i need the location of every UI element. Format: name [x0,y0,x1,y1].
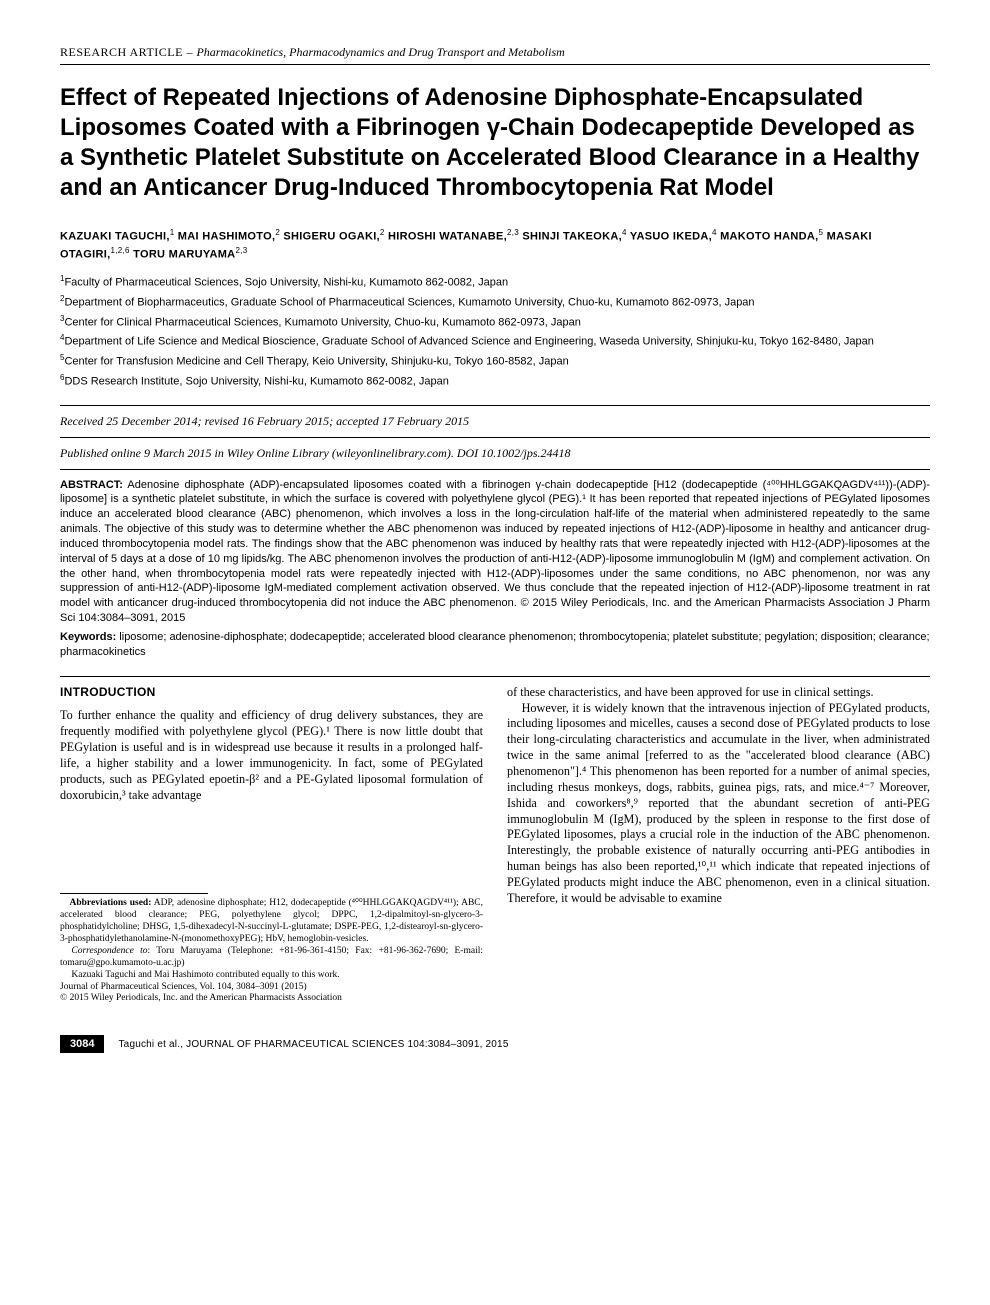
abbreviations: Abbreviations used: ADP, adenosine dipho… [60,898,483,946]
introduction-heading: INTRODUCTION [60,685,483,701]
keywords-label: Keywords: [60,631,116,643]
divider-3 [60,469,930,470]
footnotes-block: Abbreviations used: ADP, adenosine dipho… [60,893,483,1005]
article-header: RESEARCH ARTICLE – Pharmacokinetics, Pha… [60,45,930,60]
abstract-label: ABSTRACT: [60,479,123,491]
intro-paragraph-1: To further enhance the quality and effic… [60,708,483,803]
divider-4 [60,676,930,677]
affiliation-5: 5Center for Transfusion Medicine and Cel… [60,352,930,371]
footer-citation: Taguchi et al., JOURNAL OF PHARMACEUTICA… [118,1039,508,1050]
journal-citation: Journal of Pharmaceutical Sciences, Vol.… [60,982,483,994]
affiliation-2: 2Department of Biopharmaceutics, Graduat… [60,293,930,312]
keywords-text: liposome; adenosine-diphosphate; dodecap… [60,631,930,658]
body-columns: INTRODUCTION To further enhance the qual… [60,685,930,1006]
divider-1 [60,405,930,406]
authors-list: KAZUAKI TAGUCHI,1 MAI HASHIMOTO,2 SHIGER… [60,227,930,263]
correspondence: Correspondence to: Toru Maruyama (Teleph… [60,946,483,970]
abstract-block: ABSTRACT: Adenosine diphosphate (ADP)-en… [60,478,930,626]
affiliation-4: 4Department of Life Science and Medical … [60,332,930,351]
affiliation-3: 3Center for Clinical Pharmaceutical Scie… [60,313,930,332]
page-number: 3084 [60,1035,104,1053]
intro-paragraph-2: of these characteristics, and have been … [507,685,930,701]
header-rule [60,64,930,65]
divider-2 [60,437,930,438]
affiliations-list: 1Faculty of Pharmaceutical Sciences, Soj… [60,273,930,390]
keywords-block: Keywords: liposome; adenosine-diphosphat… [60,630,930,660]
article-title: Effect of Repeated Injections of Adenosi… [60,83,930,203]
intro-paragraph-3: However, it is widely known that the int… [507,701,930,907]
abstract-text: Adenosine diphosphate (ADP)-encapsulated… [60,479,930,625]
footnote-rule [60,893,208,894]
contribution-note: Kazuaki Taguchi and Mai Hashimoto contri… [60,970,483,982]
copyright-line: © 2015 Wiley Periodicals, Inc. and the A… [60,993,483,1005]
page-footer: 3084 Taguchi et al., JOURNAL OF PHARMACE… [60,1035,930,1053]
header-category: Pharmacokinetics, Pharmacodynamics and D… [196,45,564,59]
received-dates: Received 25 December 2014; revised 16 Fe… [60,414,930,429]
affiliation-6: 6DDS Research Institute, Sojo University… [60,372,930,391]
published-online: Published online 9 March 2015 in Wiley O… [60,446,930,461]
header-prefix: RESEARCH ARTICLE – [60,45,196,59]
affiliation-1: 1Faculty of Pharmaceutical Sciences, Soj… [60,273,930,292]
